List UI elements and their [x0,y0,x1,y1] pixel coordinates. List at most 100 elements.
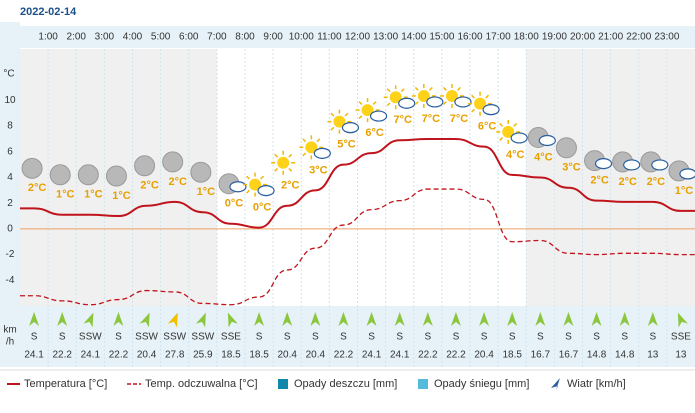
hour-label: 11:00 [317,32,342,43]
sun-ray [330,112,335,117]
wind-speed: 22.2 [418,350,438,361]
temp-label: 2°C [168,176,187,188]
wind-arrow [139,312,150,328]
temp-label: 2°C [590,175,609,187]
sun-ray [499,122,504,127]
night-band [160,49,189,306]
night-band [554,49,583,306]
moon-icon [105,165,127,187]
sun [445,89,458,102]
temp-label: 1°C [112,190,131,202]
cloud-icon [313,147,331,159]
hour-label: 12:00 [345,32,370,43]
sun-ray [428,86,433,91]
wind-speed: 16.7 [559,350,579,361]
wind-speed: 22.2 [52,350,72,361]
wind-dir: S [424,332,431,343]
night-band [610,49,639,306]
wind-arrow [310,312,321,326]
temp-label: 1°C [56,189,75,201]
hour-label: 4:00 [123,32,143,43]
cloud-icon [369,110,388,122]
hour-label: 20:00 [570,32,595,43]
night-band [638,49,667,306]
sun-ray [302,152,307,157]
temp-label: 2°C [281,180,300,192]
cloud-icon [623,159,641,171]
wind-speed: 24.1 [24,350,44,361]
wind-speed: 24.1 [81,350,101,361]
wind-dir: S [621,332,628,343]
wind-arrow [647,312,658,326]
sun-ray [260,175,265,180]
legend-label: Opady śniegu [mm] [434,378,529,390]
wind-speed: 24.1 [390,350,410,361]
wind-dir: S [537,332,544,343]
wind-dir: SSW [135,332,158,343]
temp-label: 2°C [618,176,637,188]
sun-ray [358,101,363,105]
legend-label: Opady deszczu [mm] [294,378,397,390]
wind-arrow [450,312,461,326]
sun-icon [355,98,380,123]
moon-icon [49,164,71,186]
wind-speed: 20.4 [137,350,157,361]
hour-label: 2:00 [67,32,87,43]
wind-arrow [619,312,630,326]
wind-speed: 25.9 [193,350,213,361]
wind-speed: 18.5 [249,350,269,361]
y-tick-label: 2 [7,198,13,209]
hour-header [20,26,695,48]
wind-speed: 27.8 [165,350,185,361]
left-axis-bg [0,22,20,367]
sun-ray [344,112,349,117]
sun-ray [358,115,363,120]
temp-label: 4°C [534,151,553,163]
temp-label: 6°C [365,127,384,139]
sun [333,115,346,128]
wind-speed: 20.4 [277,350,297,361]
wind-arrow [479,312,490,326]
wind-dir: S [593,332,600,343]
temp-label: 0°C [225,198,244,210]
sun [502,125,515,138]
moon-icon [134,155,156,177]
hour-label: 5:00 [151,32,171,43]
sun-ray [471,94,475,99]
wind-dir: S [453,332,460,343]
moon-icon [190,161,212,183]
sun-ray [246,189,250,194]
cloud-icon [510,132,528,144]
wind-speed: 22.2 [334,350,354,361]
sun-ray [386,88,391,93]
temp-label: 7°C [393,114,412,126]
wind-arrow [29,312,40,326]
temp-label: 2°C [647,176,666,188]
wind-unit: km [3,325,16,336]
temp-label: 0°C [253,202,272,214]
wind-arrow [507,312,518,326]
legend-swatch [551,378,560,390]
temp-label: 7°C [450,113,469,125]
wind-speed: 13 [647,350,659,361]
wind-arrow [535,312,546,326]
hour-label: 6:00 [179,32,199,43]
wind-panel [20,306,695,367]
wind-arrow [338,312,349,326]
sun-ray [386,102,391,107]
wind-speed: 24.1 [362,350,382,361]
wind-speed: 14.8 [587,350,607,361]
wind-speed: 18.5 [221,350,241,361]
wind-arrow [422,312,433,326]
hour-label: 14:00 [401,32,426,43]
sun [389,91,402,104]
cloud-icon [341,122,360,134]
y-unit: °C [3,69,14,80]
wind-speed: 22.2 [109,350,129,361]
wind-dir: S [396,332,403,343]
hour-label: 22:00 [626,32,651,43]
date: 2022-02-14 [20,6,77,18]
wind-dir: S [509,332,516,343]
sun-icon [271,150,296,175]
hour-label: 15:00 [429,32,454,43]
